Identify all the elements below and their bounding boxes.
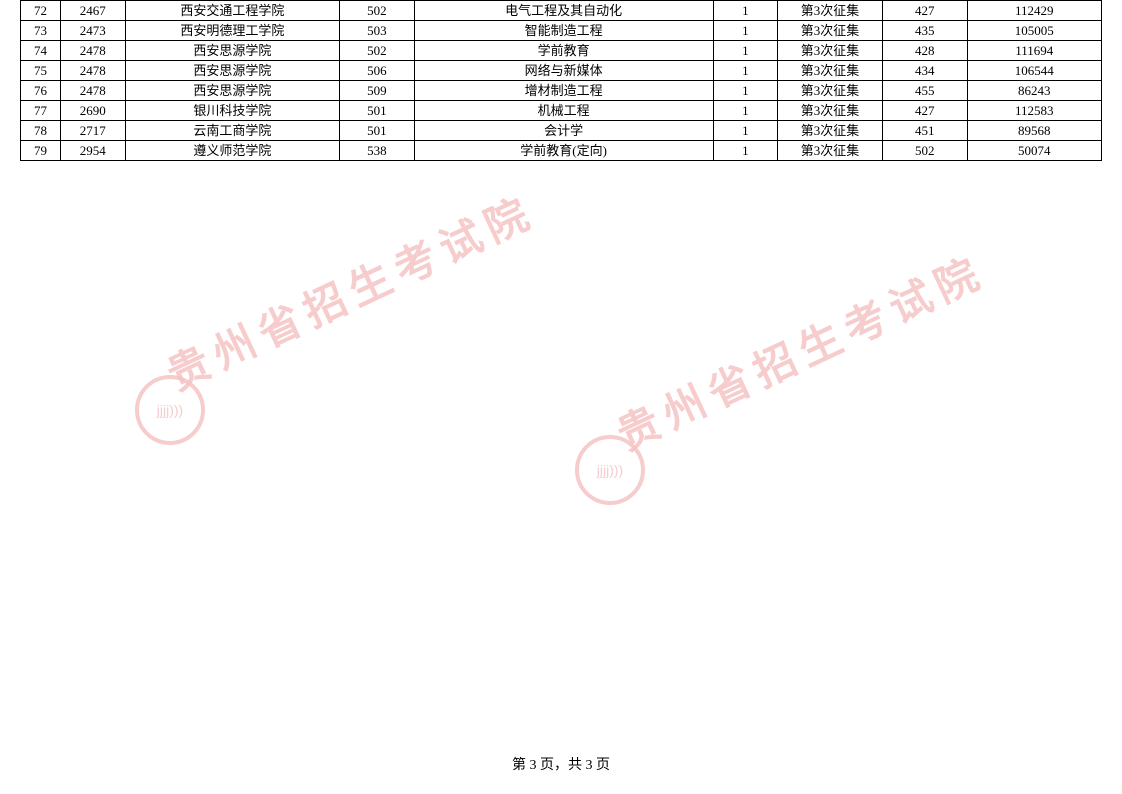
table-cell: 428: [882, 41, 967, 61]
table-cell: 网络与新媒体: [414, 61, 713, 81]
table-cell: 509: [339, 81, 414, 101]
table-cell: 455: [882, 81, 967, 101]
data-table-wrapper: 722467西安交通工程学院502电气工程及其自动化1第3次征集42711242…: [20, 0, 1102, 161]
table-cell: 1: [713, 21, 778, 41]
table-cell: 第3次征集: [778, 121, 883, 141]
table-cell: 1: [713, 61, 778, 81]
table-cell: 电气工程及其自动化: [414, 1, 713, 21]
table-cell: 451: [882, 121, 967, 141]
table-cell: 105005: [967, 21, 1101, 41]
table-cell: 79: [21, 141, 61, 161]
table-cell: 会计学: [414, 121, 713, 141]
table-cell: 506: [339, 61, 414, 81]
table-cell: 增材制造工程: [414, 81, 713, 101]
table-row: 752478西安思源学院506网络与新媒体1第3次征集434106544: [21, 61, 1102, 81]
table-cell: 第3次征集: [778, 21, 883, 41]
table-cell: 76: [21, 81, 61, 101]
table-row: 722467西安交通工程学院502电气工程及其自动化1第3次征集42711242…: [21, 1, 1102, 21]
table-cell: 502: [882, 141, 967, 161]
table-cell: 72: [21, 1, 61, 21]
table-cell: 89568: [967, 121, 1101, 141]
table-cell: 86243: [967, 81, 1101, 101]
table-cell: 75: [21, 61, 61, 81]
table-cell: 智能制造工程: [414, 21, 713, 41]
table-row: 762478西安思源学院509增材制造工程1第3次征集45586243: [21, 81, 1102, 101]
table-cell: 434: [882, 61, 967, 81]
table-cell: 501: [339, 121, 414, 141]
table-cell: 77: [21, 101, 61, 121]
table-cell: 112583: [967, 101, 1101, 121]
table-row: 732473西安明德理工学院503智能制造工程1第3次征集435105005: [21, 21, 1102, 41]
table-row: 742478西安思源学院502学前教育1第3次征集428111694: [21, 41, 1102, 61]
table-cell: 2473: [60, 21, 125, 41]
table-cell: 501: [339, 101, 414, 121]
table-cell: 1: [713, 81, 778, 101]
table-cell: 50074: [967, 141, 1101, 161]
table-cell: 2954: [60, 141, 125, 161]
table-cell: 112429: [967, 1, 1101, 21]
table-cell: 第3次征集: [778, 81, 883, 101]
table-cell: 西安思源学院: [125, 41, 339, 61]
table-cell: 111694: [967, 41, 1101, 61]
table-cell: 2690: [60, 101, 125, 121]
watermark-seal-text-2: jjjj))): [597, 462, 623, 479]
table-cell: 云南工商学院: [125, 121, 339, 141]
table-cell: 第3次征集: [778, 1, 883, 21]
watermark-text-1: 贵州省招生考试院: [150, 260, 550, 321]
table-cell: 2467: [60, 1, 125, 21]
table-cell: 427: [882, 1, 967, 21]
table-cell: 503: [339, 21, 414, 41]
table-cell: 西安思源学院: [125, 81, 339, 101]
table-cell: 银川科技学院: [125, 101, 339, 121]
table-cell: 学前教育(定向): [414, 141, 713, 161]
watermark-text-2: 贵州省招生考试院: [600, 320, 1000, 381]
page-container: 722467西安交通工程学院502电气工程及其自动化1第3次征集42711242…: [0, 0, 1122, 794]
table-cell: 435: [882, 21, 967, 41]
table-cell: 1: [713, 41, 778, 61]
table-cell: 1: [713, 141, 778, 161]
table-cell: 1: [713, 101, 778, 121]
table-cell: 1: [713, 121, 778, 141]
table-row: 772690银川科技学院501机械工程1第3次征集427112583: [21, 101, 1102, 121]
table-cell: 502: [339, 41, 414, 61]
watermark-seal-text-1: jjjj))): [157, 402, 183, 419]
page-footer: 第 3 页，共 3 页: [0, 754, 1122, 774]
table-cell: 1: [713, 1, 778, 21]
table-cell: 机械工程: [414, 101, 713, 121]
table-cell: 第3次征集: [778, 61, 883, 81]
table-cell: 427: [882, 101, 967, 121]
page-number: 第 3 页，共 3 页: [512, 758, 610, 773]
watermark-seal-1: jjjj))): [135, 375, 205, 445]
table-cell: 78: [21, 121, 61, 141]
table-cell: 2478: [60, 41, 125, 61]
data-table: 722467西安交通工程学院502电气工程及其自动化1第3次征集42711242…: [20, 0, 1102, 161]
table-cell: 74: [21, 41, 61, 61]
table-cell: 2478: [60, 61, 125, 81]
table-cell: 第3次征集: [778, 141, 883, 161]
table-cell: 538: [339, 141, 414, 161]
table-cell: 第3次征集: [778, 41, 883, 61]
table-cell: 2717: [60, 121, 125, 141]
table-cell: 西安交通工程学院: [125, 1, 339, 21]
table-cell: 西安明德理工学院: [125, 21, 339, 41]
table-cell: 学前教育: [414, 41, 713, 61]
table-cell: 第3次征集: [778, 101, 883, 121]
watermark-seal-2: jjjj))): [575, 435, 645, 505]
table-cell: 2478: [60, 81, 125, 101]
table-cell: 106544: [967, 61, 1101, 81]
table-cell: 73: [21, 21, 61, 41]
table-cell: 遵义师范学院: [125, 141, 339, 161]
table-row: 792954遵义师范学院538学前教育(定向)1第3次征集50250074: [21, 141, 1102, 161]
table-cell: 西安思源学院: [125, 61, 339, 81]
table-cell: 502: [339, 1, 414, 21]
table-row: 782717云南工商学院501会计学1第3次征集45189568: [21, 121, 1102, 141]
